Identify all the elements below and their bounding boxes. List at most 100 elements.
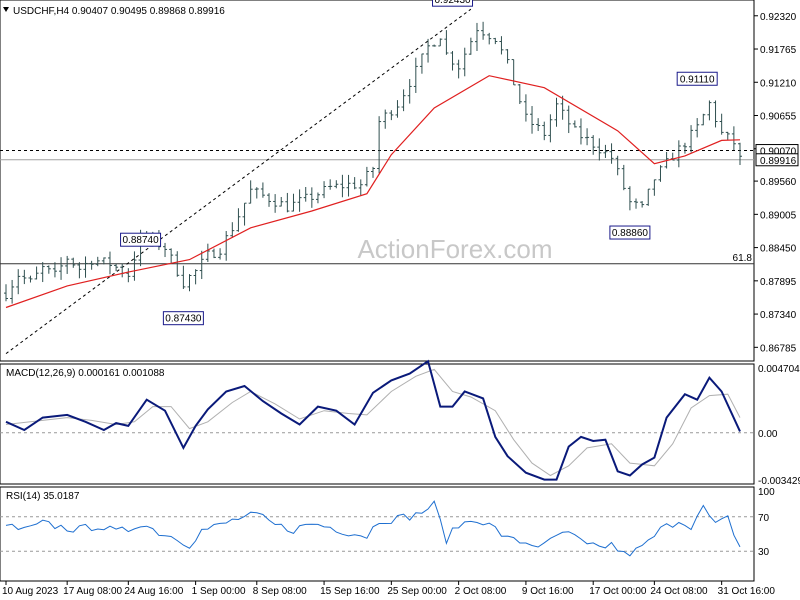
candle bbox=[481, 21, 486, 40]
candle bbox=[474, 22, 479, 51]
candle bbox=[505, 49, 510, 64]
candle bbox=[65, 255, 70, 274]
candle bbox=[371, 166, 375, 178]
macd-header: MACD(12,26,9) 0.000161 0.001088 bbox=[6, 368, 165, 379]
candle bbox=[358, 179, 363, 196]
price-tick-label: 0.91210 bbox=[760, 78, 797, 89]
price-tick-label: 0.86785 bbox=[760, 343, 797, 354]
candle bbox=[297, 189, 302, 212]
axes: 0.923200.917650.912100.906550.901000.895… bbox=[2, 12, 800, 597]
trendline bbox=[5, 8, 472, 355]
candle bbox=[603, 144, 608, 158]
candle bbox=[658, 165, 663, 182]
candle bbox=[554, 97, 559, 127]
candle bbox=[28, 275, 33, 283]
callout-label: 0.92430 bbox=[434, 0, 471, 6]
candle bbox=[352, 177, 357, 190]
price-tick-label: 0.92320 bbox=[760, 12, 797, 23]
candle bbox=[199, 250, 204, 280]
candle bbox=[260, 182, 265, 198]
candle bbox=[254, 187, 259, 199]
callout-label: 0.88740 bbox=[122, 235, 159, 246]
candle bbox=[107, 251, 112, 275]
candle bbox=[163, 242, 168, 258]
candle bbox=[340, 174, 345, 198]
time-tick-label: 9 Oct 16:00 bbox=[522, 586, 574, 597]
candle bbox=[426, 38, 431, 63]
time-tick-label: 15 Sep 16:00 bbox=[320, 586, 380, 597]
candle bbox=[634, 198, 639, 209]
candle bbox=[364, 166, 369, 187]
candle bbox=[273, 194, 278, 213]
candle bbox=[315, 192, 320, 204]
watermark: ActionForex.com bbox=[357, 234, 552, 264]
callout-box bbox=[162, 311, 204, 326]
candle bbox=[578, 118, 583, 145]
candle bbox=[230, 222, 235, 238]
candle bbox=[646, 188, 651, 206]
candle bbox=[572, 120, 577, 128]
candle bbox=[346, 174, 351, 197]
current-price-badge-label: 0.89916 bbox=[760, 156, 797, 167]
candle bbox=[169, 248, 174, 263]
candle bbox=[309, 187, 314, 208]
candle bbox=[487, 32, 492, 45]
candle bbox=[468, 37, 473, 55]
candle bbox=[536, 118, 541, 132]
callout-box bbox=[609, 225, 651, 240]
candle bbox=[493, 37, 498, 45]
dropdown-arrow-icon[interactable] bbox=[3, 7, 9, 12]
candle bbox=[542, 121, 547, 141]
macd-line bbox=[5, 359, 741, 481]
candle bbox=[285, 192, 290, 213]
candle bbox=[34, 266, 39, 280]
candle bbox=[725, 131, 730, 141]
candle bbox=[517, 83, 522, 105]
candle bbox=[450, 51, 455, 71]
candle bbox=[682, 142, 687, 154]
candle bbox=[322, 181, 327, 199]
candle bbox=[59, 257, 64, 280]
candle bbox=[279, 196, 284, 207]
candle bbox=[267, 193, 272, 207]
price-tick-label: 0.91765 bbox=[760, 45, 797, 56]
candle bbox=[438, 38, 443, 47]
price-callout: 0.91110 bbox=[676, 71, 718, 86]
candle bbox=[676, 140, 681, 168]
candle bbox=[597, 138, 602, 161]
candle bbox=[46, 265, 51, 274]
candle bbox=[89, 260, 94, 270]
time-tick-label: 8 Sep 08:00 bbox=[253, 586, 307, 597]
candle bbox=[291, 193, 296, 212]
macd-tick-label: 0.00 bbox=[758, 429, 778, 440]
rsi-tick-label: 30 bbox=[758, 547, 770, 558]
candle bbox=[95, 256, 100, 267]
candle bbox=[132, 251, 137, 281]
candle bbox=[22, 269, 27, 285]
candle bbox=[71, 257, 76, 268]
candle bbox=[193, 269, 198, 285]
price-header: USDCHF,H4 0.90407 0.90495 0.89868 0.8991… bbox=[13, 6, 225, 17]
macd-signal-line bbox=[5, 368, 741, 477]
rsi-header: RSI(14) 35.0187 bbox=[6, 491, 80, 502]
time-tick-label: 17 Aug 08:00 bbox=[63, 586, 122, 597]
time-tick-label: 17 Oct 00:00 bbox=[589, 586, 647, 597]
candle bbox=[652, 179, 657, 196]
candle bbox=[548, 114, 553, 143]
candle bbox=[713, 100, 718, 128]
candle bbox=[407, 79, 412, 104]
candle bbox=[4, 284, 8, 302]
candle bbox=[175, 251, 180, 277]
rsi-pane-frame bbox=[0, 486, 755, 582]
candle bbox=[52, 262, 57, 278]
candle bbox=[377, 116, 382, 174]
price-tick-label: 0.89560 bbox=[760, 177, 797, 188]
candle bbox=[334, 180, 339, 189]
time-tick-label: 2 Oct 08:00 bbox=[455, 586, 507, 597]
price-callout: 0.92430 bbox=[432, 0, 474, 7]
candle bbox=[101, 257, 106, 265]
candle bbox=[627, 186, 632, 211]
candle bbox=[621, 164, 626, 191]
candle bbox=[389, 110, 394, 121]
candle bbox=[40, 262, 45, 283]
